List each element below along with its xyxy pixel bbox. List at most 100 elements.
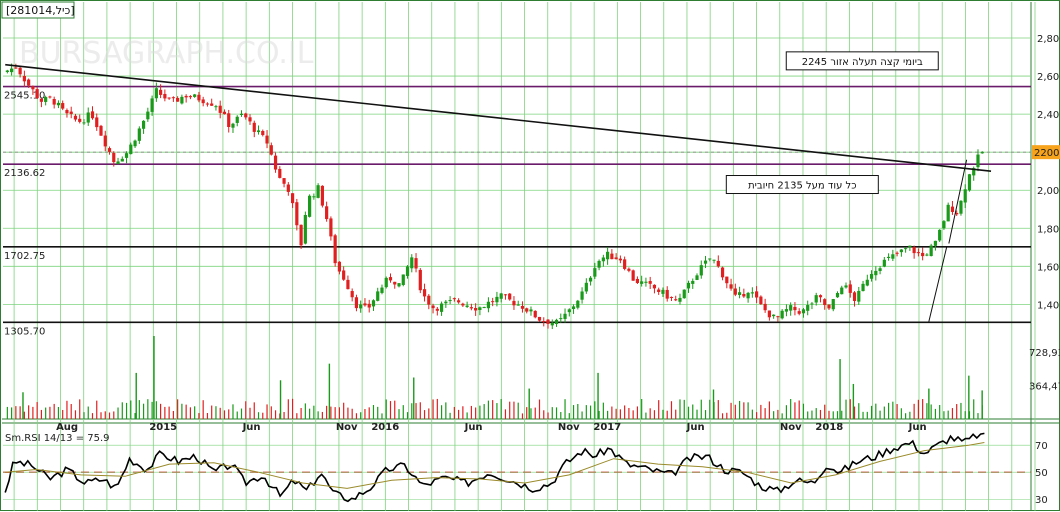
candle-body — [508, 293, 512, 300]
candle-body — [401, 274, 405, 285]
candle-body — [65, 110, 69, 114]
level-label: 1702.75 — [4, 251, 45, 262]
candle-body — [137, 128, 141, 141]
candle-body — [546, 319, 550, 324]
candle-body — [129, 144, 133, 155]
candle-body — [657, 289, 661, 292]
candle-body — [703, 260, 708, 264]
candle-body — [857, 290, 861, 302]
candle-body — [554, 319, 559, 325]
candle-body — [95, 117, 99, 128]
time-axis-label: Jun — [242, 422, 261, 433]
candle-body — [73, 115, 78, 120]
candle-body — [388, 277, 393, 281]
candle-body — [210, 103, 214, 106]
candle-body — [133, 140, 137, 147]
candle-body — [614, 257, 618, 260]
time-axis-label: 2015 — [149, 422, 177, 433]
candle-body — [48, 96, 52, 98]
candle-body — [474, 308, 478, 311]
candle-body — [912, 247, 916, 254]
candle-body — [376, 291, 380, 301]
candle-body — [976, 154, 980, 168]
candle-body — [197, 94, 201, 101]
candle-body — [414, 258, 418, 269]
candle-body — [124, 153, 129, 158]
candle-body — [627, 268, 631, 271]
candle-body — [780, 310, 784, 319]
candle-body — [14, 67, 18, 69]
candle-body — [823, 299, 827, 306]
candle-body — [729, 284, 733, 289]
candle-body — [201, 99, 205, 104]
candle-body — [150, 98, 154, 112]
candle-body — [631, 270, 635, 281]
candle-body — [486, 301, 491, 309]
candle-body — [861, 283, 865, 292]
candle-body — [371, 300, 376, 307]
chart-title: [281014,כיל] — [6, 4, 75, 17]
candle-body — [78, 118, 82, 122]
candle-body — [410, 257, 414, 269]
candle-body — [648, 281, 652, 284]
candle-body — [273, 155, 278, 170]
candle-body — [955, 212, 959, 215]
volume-tick-label: 728,939 — [1029, 348, 1060, 359]
candle-body — [295, 202, 299, 226]
candle-body — [69, 111, 73, 114]
candle-body — [818, 295, 823, 298]
candle-body — [188, 96, 193, 98]
candle-body — [759, 296, 763, 305]
candle-body — [405, 266, 410, 276]
candle-body — [537, 316, 542, 321]
candle-body — [503, 294, 508, 296]
candle-body — [461, 303, 465, 306]
candle-body — [99, 125, 103, 136]
candle-body — [797, 311, 801, 314]
candle-body — [516, 304, 520, 306]
candle-body — [584, 282, 588, 292]
candle-body — [580, 291, 584, 300]
candle-body — [708, 258, 712, 260]
uptrend-line — [948, 159, 968, 244]
time-axis-label: Jun — [464, 422, 483, 433]
candle-body — [18, 67, 22, 75]
candle-body — [231, 123, 235, 128]
candle-body — [359, 304, 363, 309]
candle-body — [384, 277, 388, 288]
candle-body — [963, 189, 967, 203]
annotation-text: ביומי קצה תעלה אזור 2245 — [802, 57, 923, 68]
candle-body — [763, 303, 767, 311]
candle-body — [154, 88, 158, 99]
candle-body — [269, 145, 273, 155]
candle-body — [350, 291, 354, 298]
candle-body — [393, 281, 397, 285]
candle-body — [248, 117, 252, 122]
candle-body — [439, 303, 444, 312]
candle-body — [674, 299, 678, 301]
candle-body — [112, 152, 116, 163]
candle-body — [946, 204, 950, 222]
candle-body — [482, 307, 486, 309]
candle-body — [465, 305, 469, 307]
candle-body — [56, 102, 61, 106]
candle-body — [550, 322, 554, 326]
candle-body — [244, 113, 248, 118]
candle-body — [52, 98, 56, 105]
candle-body — [750, 292, 754, 294]
candle-body — [163, 93, 167, 99]
candle-body — [610, 253, 614, 260]
candle-body — [644, 281, 648, 283]
candle-body — [814, 295, 818, 303]
candle-body — [695, 275, 699, 280]
candle-body — [159, 89, 163, 95]
price-tick-label: 2,400 — [1037, 110, 1060, 121]
candle-body — [831, 299, 835, 310]
candle-body — [542, 321, 546, 323]
time-axis-label: 2018 — [815, 422, 843, 433]
candle-body — [325, 206, 329, 220]
candle-body — [346, 279, 350, 290]
candle-body — [669, 296, 674, 298]
candle-body — [938, 229, 942, 241]
candle-body — [840, 287, 844, 295]
